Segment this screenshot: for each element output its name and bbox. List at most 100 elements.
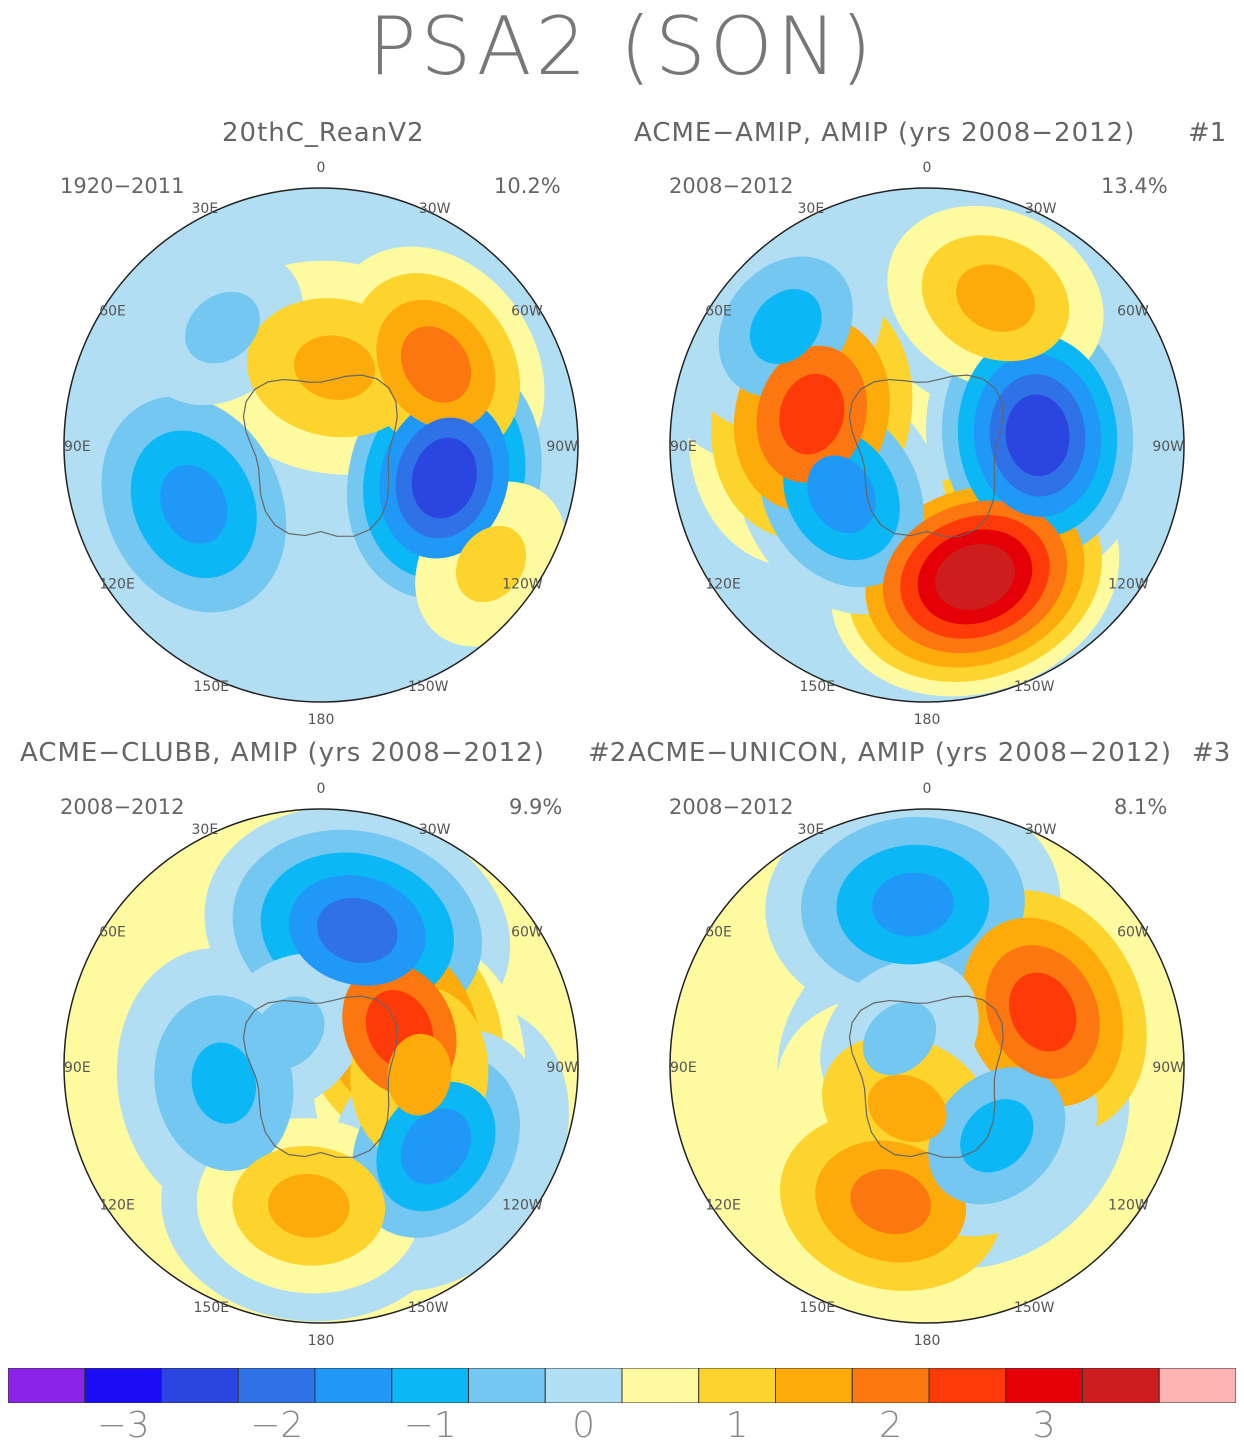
lon-label-bottom: 180 [914,1333,941,1349]
colorbar-swatch [468,1368,546,1403]
panel-4-years: 2008−2012 [669,795,794,819]
panel-1-percent: 10.2% [494,174,561,198]
lon-label-r90: 90E [64,439,91,455]
colorbar-swatch [1005,1368,1083,1403]
contour-fill [779,373,845,455]
colorbar-swatch [8,1368,86,1403]
map-panel-1 [64,188,578,702]
lon-label-r150: 150E [194,1300,230,1316]
lon-label-r60: 60E [705,925,732,941]
colorbar-swatch [84,1368,162,1403]
lon-label-r120: 120E [99,577,135,593]
lon-label-bottom: 180 [308,1333,335,1349]
lon-label-l60: 60W [511,925,543,941]
panel-1-years: 1920−2011 [60,174,185,198]
colorbar [8,1368,1236,1403]
lon-label-r60: 60E [99,925,126,941]
contour-fill [400,1108,472,1185]
map-panel-3 [64,809,578,1323]
lon-label-l120: 120W [502,1198,543,1214]
panel-3-title: ACME−CLUBB, AMIP (yrs 2008−2012) [20,738,545,768]
lon-label-l30: 30W [1025,201,1057,217]
colorbar-swatch [391,1368,469,1403]
map-border [63,187,579,703]
colorbar-tick-label: 0 [572,1405,596,1446]
contour-fill [455,525,527,603]
panel-3-percent: 9.9% [509,795,563,819]
lon-label-r90: 90E [64,1060,91,1076]
contour-fill [1005,394,1070,477]
colorbar-tick-label: −2 [250,1405,304,1446]
panel-1-title: 20thC_ReanV2 [222,118,425,148]
lon-label-l120: 120W [502,577,543,593]
colorbar-swatch [1158,1368,1236,1403]
lon-label-r90: 90E [670,439,697,455]
lon-label-l150: 150W [408,679,449,695]
lon-label-bottom: 180 [914,712,941,728]
lon-label-bottom: 180 [308,712,335,728]
lon-label-l60: 60W [511,304,543,320]
lon-label-r150: 150E [194,679,230,695]
antarctica-coastline [848,995,1004,1158]
lon-label-l30: 30W [1025,822,1057,838]
map-border [669,187,1185,703]
map-border [669,808,1185,1324]
contour-fill [400,326,472,403]
lon-label-r30: 30E [192,201,219,217]
contour-fill [387,1033,452,1116]
map-panel-4 [670,809,1184,1323]
contour-fill [267,1173,350,1238]
lon-label-r150: 150E [800,1300,836,1316]
map-panel-2 [670,188,1184,702]
colorbar-swatch [621,1368,700,1403]
lon-label-r30: 30E [798,201,825,217]
antarctica-coastline [242,995,398,1158]
lon-label-l90: 90W [1152,439,1184,455]
panel-2-years: 2008−2012 [669,174,794,198]
lon-label-l150: 150W [408,1300,449,1316]
colorbar-swatch [161,1368,239,1403]
lon-label-r60: 60E [99,304,126,320]
lon-label-r150: 150E [800,679,836,695]
lon-label-l150: 150W [1014,679,1055,695]
contour-fill [807,455,876,534]
contour-fill [862,1001,937,1076]
lon-label-l90: 90W [546,439,578,455]
colorbar-swatch [851,1368,930,1403]
contour-fill [411,437,477,519]
antarctica-coastline [848,374,1004,537]
map-border [63,808,579,1324]
lon-label-l60: 60W [1117,304,1149,320]
colorbar-swatch [928,1368,1007,1403]
contour-fill [749,289,822,364]
contour-fill [160,464,228,544]
contour-fill [191,1042,256,1124]
lon-label-l120: 120W [1108,577,1149,593]
contour-fill [317,897,398,963]
lon-label-top: 0 [317,781,326,797]
lon-label-l150: 150W [1014,1300,1055,1316]
contour-fill [872,872,954,937]
panel-4-percent: 8.1% [1114,795,1168,819]
antarctica-coastline [242,374,398,537]
lon-label-l90: 90W [1152,1060,1184,1076]
contour-fill [935,543,1015,610]
colorbar-tick-label: 3 [1032,1405,1056,1446]
lon-label-r30: 30E [798,822,825,838]
panel-3-years: 2008−2012 [60,795,185,819]
contour-fill [251,996,325,1070]
colorbar-swatch [1082,1368,1160,1403]
contour-fill [956,264,1035,332]
lon-label-r120: 120E [99,1198,135,1214]
contour-fill [1009,972,1077,1052]
panel-4-title: ACME−UNICON, AMIP (yrs 2008−2012) [628,738,1172,768]
colorbar-swatch [698,1368,776,1403]
lon-label-top: 0 [923,160,932,176]
contour-fill [960,1099,1034,1173]
colorbar-swatch [544,1368,623,1403]
lon-label-r120: 120E [705,577,741,593]
lon-label-r60: 60E [705,304,732,320]
lon-label-l30: 30W [419,822,451,838]
contour-fill [185,291,260,364]
